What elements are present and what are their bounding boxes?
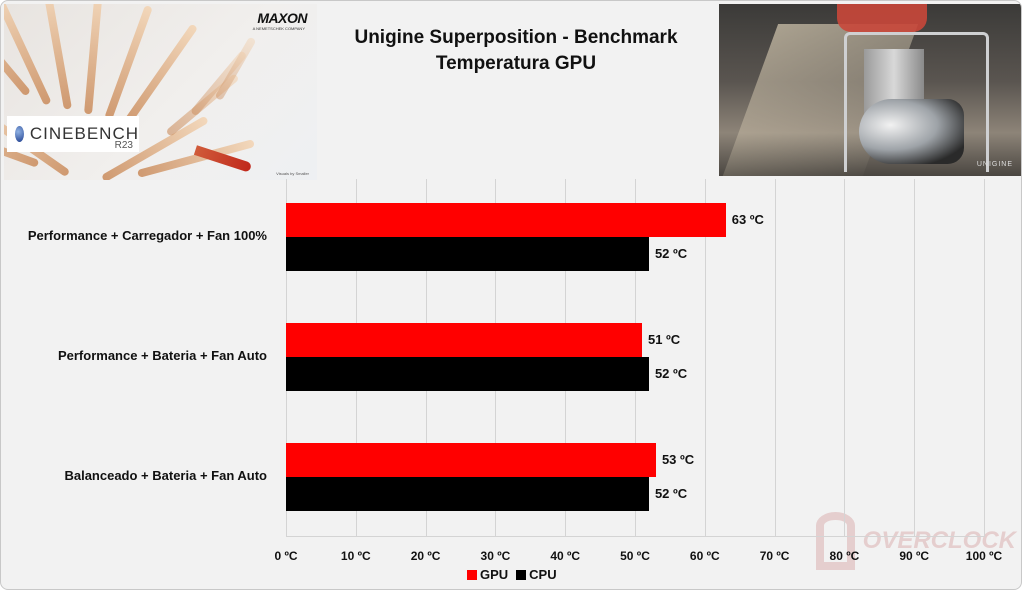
x-tick-label: 90 ºC bbox=[899, 549, 930, 563]
maxon-logo: MAXON bbox=[257, 10, 307, 26]
x-tick-label: 40 ºC bbox=[550, 549, 581, 563]
cinebench-badge: CINEBENCH R23 bbox=[7, 116, 139, 152]
bar-cpu bbox=[286, 357, 649, 391]
bar-value-label: 53 ºC bbox=[661, 452, 695, 467]
machine-red-part bbox=[837, 4, 927, 32]
bar-value-label: 52 ºC bbox=[654, 366, 688, 381]
legend: GPU CPU bbox=[467, 567, 565, 582]
site-watermark: OVERCLOCK bbox=[816, 506, 1016, 576]
bar-cpu bbox=[286, 237, 649, 271]
x-tick-label: 60 ºC bbox=[689, 549, 720, 563]
legend-item-cpu: CPU bbox=[516, 567, 557, 582]
chart-title: Unigine Superposition - Benchmark Temper… bbox=[321, 25, 711, 77]
gridline bbox=[844, 179, 846, 537]
bar-gpu bbox=[286, 443, 656, 477]
unigine-image: UNIGINE bbox=[719, 4, 1021, 176]
bar-value-label: 52 ºC bbox=[654, 246, 688, 261]
category-label: Balanceado + Bateria + Fan Auto bbox=[64, 468, 267, 483]
x-tick-label: 50 ºC bbox=[620, 549, 650, 563]
bar-value-label: 51 ºC bbox=[647, 332, 681, 347]
legend-swatch-cpu bbox=[516, 569, 527, 580]
title-line-1: Unigine Superposition - Benchmark bbox=[354, 27, 678, 48]
x-tick-label: 10 ºC bbox=[340, 549, 371, 563]
bar-gpu bbox=[286, 323, 642, 357]
category-label: Performance + Bateria + Fan Auto bbox=[57, 348, 267, 363]
gridline bbox=[774, 179, 776, 537]
x-tick-label: 30 ºC bbox=[480, 549, 511, 563]
gridline bbox=[914, 179, 916, 537]
watermark-text: OVERCLOCK bbox=[862, 527, 1016, 554]
title-line-2: Temperatura GPU bbox=[435, 53, 597, 74]
bar-value-label: 52 ºC bbox=[654, 486, 688, 501]
bar-gpu bbox=[286, 203, 726, 237]
legend-item-gpu: GPU bbox=[467, 567, 508, 582]
machine-tank bbox=[859, 99, 964, 164]
cinebench-product: CINEBENCH bbox=[29, 124, 139, 143]
plot-area: 63 ºC 52 ºC 51 ºC 52 ºC 53 ºC 52 ºC bbox=[286, 179, 985, 537]
gridline bbox=[704, 179, 706, 537]
x-tick-label: 100 ºC bbox=[965, 549, 1003, 563]
category-label: Performance + Carregador + Fan 100% bbox=[27, 228, 267, 243]
cinebench-version: R23 bbox=[114, 140, 133, 151]
legend-swatch-gpu bbox=[467, 569, 477, 580]
watermark-house-icon bbox=[816, 512, 855, 570]
gridline bbox=[984, 179, 985, 537]
legend-label-gpu: GPU bbox=[480, 567, 509, 582]
cinebench-image: MAXON A NEMETSCHEK COMPANY CINEBENCH R23… bbox=[4, 4, 317, 180]
machine-cage bbox=[844, 32, 989, 172]
bar-cpu bbox=[286, 477, 649, 511]
maxon-sub: A NEMETSCHEK COMPANY bbox=[252, 26, 305, 31]
x-tick-label: 70 ºC bbox=[759, 549, 790, 563]
x-tick-label: 0 ºC bbox=[274, 549, 298, 563]
legend-label-cpu: CPU bbox=[529, 567, 557, 582]
bar-value-label: 63 ºC bbox=[731, 212, 764, 227]
x-tick-label: 20 ºC bbox=[410, 549, 441, 563]
x-tick-label: 80 ºC bbox=[829, 549, 860, 563]
unigine-watermark: UNIGINE bbox=[976, 161, 1013, 168]
cinebench-logo-icon bbox=[15, 126, 24, 142]
image-credit: Visuals by Smaller bbox=[276, 171, 309, 176]
